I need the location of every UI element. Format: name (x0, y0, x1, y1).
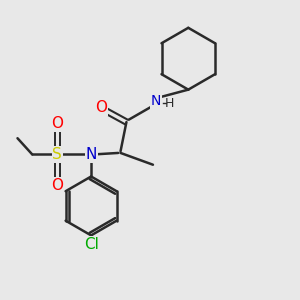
Text: N: N (85, 147, 97, 162)
Text: Cl: Cl (84, 237, 98, 252)
Text: O: O (51, 116, 63, 131)
Text: O: O (95, 100, 107, 115)
Text: O: O (51, 178, 63, 193)
Text: N: N (151, 94, 161, 108)
Text: S: S (52, 147, 62, 162)
Text: H: H (165, 97, 174, 110)
